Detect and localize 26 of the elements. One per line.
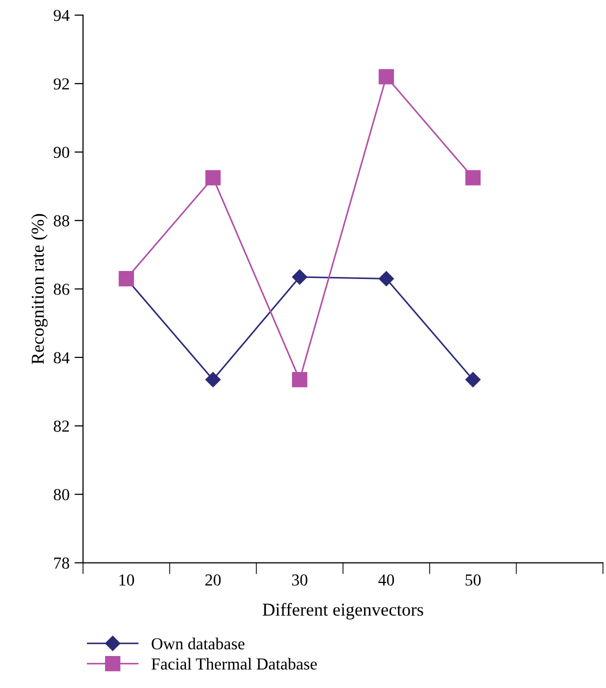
x-tick-label: 10	[119, 574, 134, 586]
x-tick-label: 20	[205, 574, 221, 586]
point	[205, 372, 221, 388]
y-tick-label: 84	[54, 352, 70, 364]
legend-label: Own database	[152, 638, 244, 650]
point	[378, 271, 394, 286]
point	[292, 372, 308, 388]
point	[378, 69, 394, 84]
y-tick-label: 86	[54, 284, 70, 295]
y-tick-label: 78	[54, 557, 70, 569]
point	[465, 170, 481, 186]
y-tick-label: 92	[54, 78, 69, 90]
y-axis-title: Recognition rate (%)	[31, 214, 48, 364]
point	[292, 269, 308, 285]
x-tick-label: 30	[292, 574, 308, 586]
y-tick-label: 80	[54, 489, 70, 500]
x-tick-label: 50	[466, 574, 481, 586]
point	[205, 170, 221, 186]
y-tick-label: 94	[54, 10, 70, 22]
point	[465, 372, 481, 388]
y-tick-label: 90	[54, 146, 70, 158]
y-tick-label: 82	[54, 420, 69, 432]
x-tick-label: 40	[378, 574, 394, 586]
y-tick-label: 88	[54, 215, 70, 226]
x-axis-title: Different eigenvectors	[262, 602, 424, 620]
legend-label: Facial Thermal Database	[152, 658, 317, 670]
